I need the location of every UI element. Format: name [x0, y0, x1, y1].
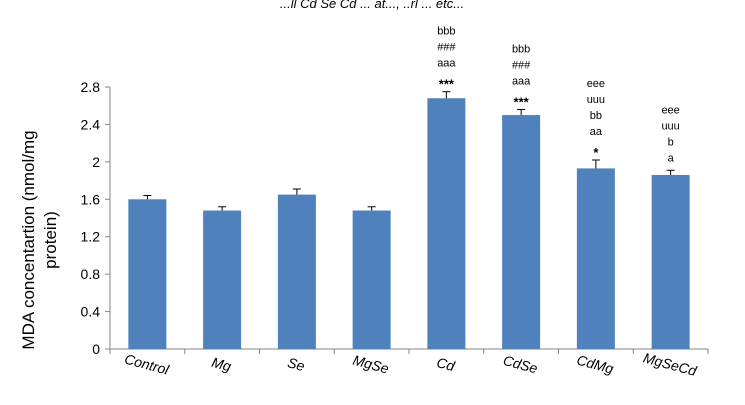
annotation-label: aaa — [512, 75, 531, 87]
category-label-se: Se — [286, 354, 307, 374]
bar-cdmg — [576, 168, 615, 349]
axes — [105, 86, 709, 354]
category-label-mgse: MgSe — [351, 352, 391, 377]
annotation-label: uuu — [661, 120, 679, 132]
category-label-cd: Cd — [435, 354, 458, 374]
bar-cd — [427, 98, 466, 349]
y-tick-label: 2 — [92, 154, 100, 170]
category-label-mgsecd: MgSeCd — [642, 349, 700, 379]
annotation-label: *** — [514, 94, 530, 109]
chart-title: ...ll Cd Se Cd ... at..., ..rl ... etc..… — [280, 0, 464, 11]
annotation-label: *** — [439, 77, 455, 92]
annotation-label: ### — [437, 42, 456, 54]
annotation-label: aaa — [437, 58, 456, 70]
annotation-label: bbb — [437, 26, 455, 38]
annotation-label: eee — [587, 78, 605, 90]
annotation-label: aa — [590, 126, 603, 138]
y-tick-label: 0.4 — [81, 304, 101, 320]
annotation-label: * — [593, 145, 599, 160]
bar-control — [128, 199, 167, 349]
category-label-control: Control — [123, 351, 172, 378]
annotation-label: bb — [590, 110, 602, 122]
x-tick-labels: Control Mg Se MgSe Cd CdSe CdMg MgSeCd — [123, 349, 700, 379]
category-label-cdmg: CdMg — [575, 352, 615, 377]
annotation-label: ### — [512, 59, 531, 71]
category-label-cdse: CdSe — [501, 352, 539, 377]
bars — [128, 98, 690, 349]
annotation-label: eee — [661, 104, 679, 116]
error-bars — [143, 91, 675, 211]
category-label-mg: Mg — [210, 354, 233, 375]
y-tick-label: 1.6 — [81, 191, 101, 207]
annotation-label: b — [668, 136, 674, 148]
y-tick-label: 0 — [92, 341, 100, 357]
y-tick-labels: 0 0.4 0.8 1.2 1.6 2 2.4 2.8 — [81, 79, 101, 357]
y-tick-label: 1.2 — [81, 229, 101, 245]
bar-mg — [203, 210, 242, 349]
bar-cdse — [502, 115, 541, 349]
y-axis-label-line-1: MDA concentartion (nmol/mg — [19, 130, 38, 349]
y-axis-label-line-2: protein) — [41, 211, 60, 269]
bar-mgsecd — [651, 174, 690, 349]
y-axis-label: MDA concentartion (nmol/mg protein) — [19, 130, 60, 349]
y-tick-label: 2.4 — [81, 116, 101, 132]
annotation-label: a — [668, 152, 675, 164]
annotation-label: bbb — [512, 43, 530, 55]
significance-annotations: *** aaa ### bbb *** aaa ### bbb * aa bb uuu eee ab uuu… — [437, 26, 680, 165]
bar-se — [277, 194, 316, 349]
bar-mgse — [352, 210, 391, 349]
annotation-label: uuu — [587, 94, 605, 106]
y-tick-label: 2.8 — [81, 79, 101, 95]
y-tick-label: 0.8 — [81, 266, 101, 282]
